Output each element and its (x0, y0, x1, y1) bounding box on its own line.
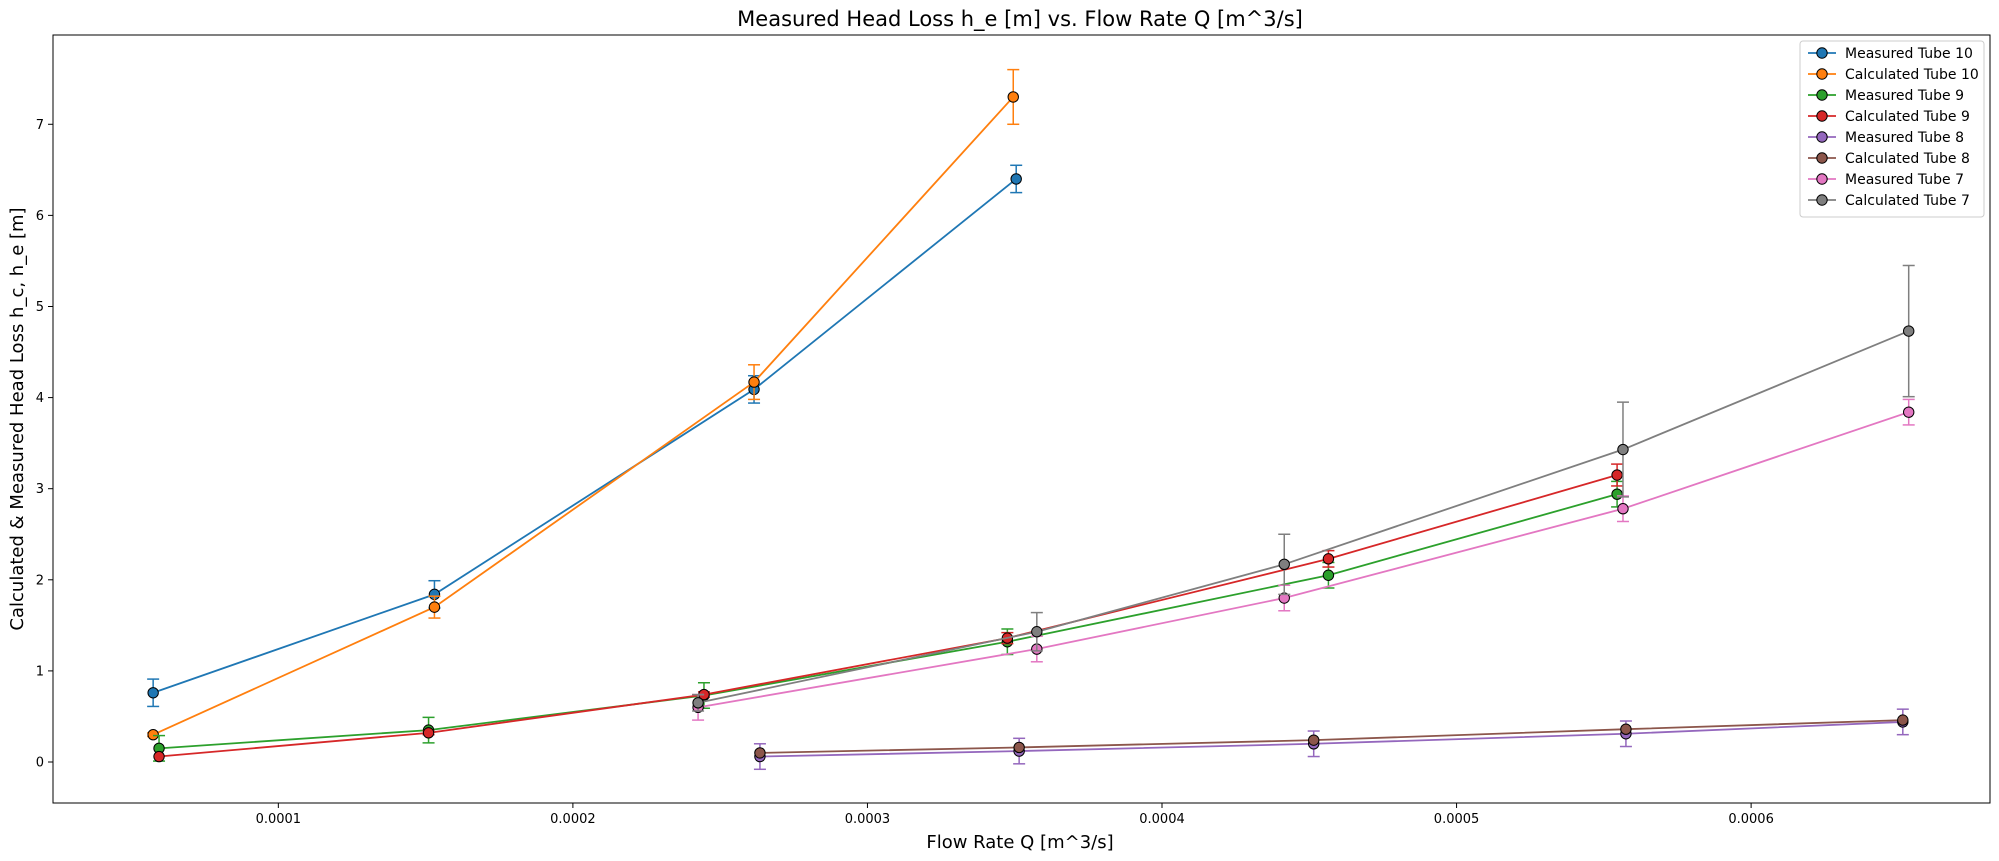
series-4 (153, 463, 1624, 763)
legend-label: Calculated Tube 9 (1845, 109, 1970, 125)
legend-entry: Measured Tube 8 (1808, 130, 1964, 146)
data-point (1617, 443, 1629, 456)
legend-entry: Calculated Tube 8 (1808, 151, 1970, 167)
x-tick-label: 0.0004 (1139, 812, 1185, 827)
y-tick-label: 5 (36, 300, 44, 315)
data-point (422, 727, 435, 739)
series-2 (147, 68, 1020, 741)
legend-marker (1816, 68, 1828, 80)
y-tick-label: 6 (36, 209, 44, 224)
series-8 (692, 264, 1915, 712)
chart-title: Measured Head Loss h_e [m] vs. Flow Rate… (737, 7, 1303, 32)
plot-frame (52, 34, 1991, 804)
legend-label: Measured Tube 9 (1845, 88, 1964, 104)
y-axis-ticks: 0 1 2 3 4 5 6 7 (36, 118, 53, 771)
x-tick-label: 0.0002 (550, 812, 596, 827)
legend-marker (1816, 152, 1828, 164)
legend-marker (1816, 89, 1828, 101)
data-point (754, 747, 766, 759)
data-point (1307, 734, 1320, 746)
legend: Measured Tube 10 Calculated Tube 10 Measur… (1799, 40, 1985, 218)
data-point (1620, 723, 1632, 735)
legend-label: Calculated Tube 10 (1845, 67, 1979, 83)
data-point (1322, 569, 1335, 581)
x-axis-title: Flow Rate Q [m^3/s] (926, 832, 1113, 853)
legend-entry: Calculated Tube 10 (1808, 67, 1979, 83)
data-point (1897, 714, 1909, 726)
series-line (152, 96, 1014, 736)
y-tick-label: 7 (36, 118, 44, 133)
data-point (1611, 488, 1623, 500)
x-tick-label: 0.0003 (845, 812, 891, 827)
x-tick-label: 0.0001 (256, 812, 302, 827)
plot-area (147, 68, 1915, 771)
legend-marker (1816, 194, 1828, 206)
legend-entry: Measured Tube 10 (1808, 46, 1973, 62)
legend-marker (1816, 131, 1828, 143)
y-tick-label: 3 (36, 482, 44, 497)
legend-entry: Calculated Tube 7 (1808, 193, 1970, 209)
legend-label: Calculated Tube 7 (1845, 193, 1970, 209)
y-axis-title: Calculated & Measured Head Loss h_c, h_e… (7, 207, 28, 630)
data-point (1031, 626, 1043, 638)
data-point (147, 728, 159, 741)
data-point (1007, 91, 1019, 103)
data-point (428, 601, 441, 613)
legend-marker (1816, 110, 1828, 122)
legend-label: Measured Tube 7 (1845, 172, 1964, 188)
legend-entry: Measured Tube 9 (1808, 88, 1964, 104)
legend-label: Calculated Tube 8 (1845, 151, 1970, 167)
series-line (158, 474, 1618, 758)
data-point (147, 687, 159, 699)
legend-box (1799, 40, 1985, 218)
series-line (158, 493, 1618, 750)
series-6 (754, 714, 1909, 759)
legend-label: Measured Tube 8 (1845, 130, 1964, 146)
series-1 (147, 164, 1023, 708)
data-point (1903, 325, 1915, 337)
data-point (1322, 553, 1335, 565)
series-line (152, 178, 1017, 694)
data-point (1013, 741, 1025, 754)
y-tick-label: 0 (36, 756, 44, 771)
x-tick-label: 0.0006 (1728, 812, 1774, 827)
x-axis-ticks: 0.0001 0.0002 0.0003 0.0004 0.0005 0.0006 (256, 803, 1774, 827)
legend-marker (1816, 47, 1828, 59)
y-tick-label: 2 (36, 573, 44, 588)
data-point (748, 376, 760, 388)
data-point (1617, 503, 1629, 515)
y-tick-label: 1 (36, 664, 44, 679)
x-tick-label: 0.0005 (1434, 812, 1480, 827)
y-tick-label: 4 (36, 391, 44, 406)
data-point (153, 750, 165, 763)
data-point (1278, 558, 1290, 571)
legend-label: Measured Tube 10 (1845, 46, 1973, 62)
data-point (1010, 173, 1022, 185)
legend-entry: Calculated Tube 9 (1808, 109, 1970, 125)
data-point (1611, 469, 1623, 481)
data-point (1903, 406, 1915, 418)
legend-entry: Measured Tube 7 (1808, 172, 1964, 188)
legend-marker (1816, 173, 1828, 185)
data-point (692, 697, 704, 709)
